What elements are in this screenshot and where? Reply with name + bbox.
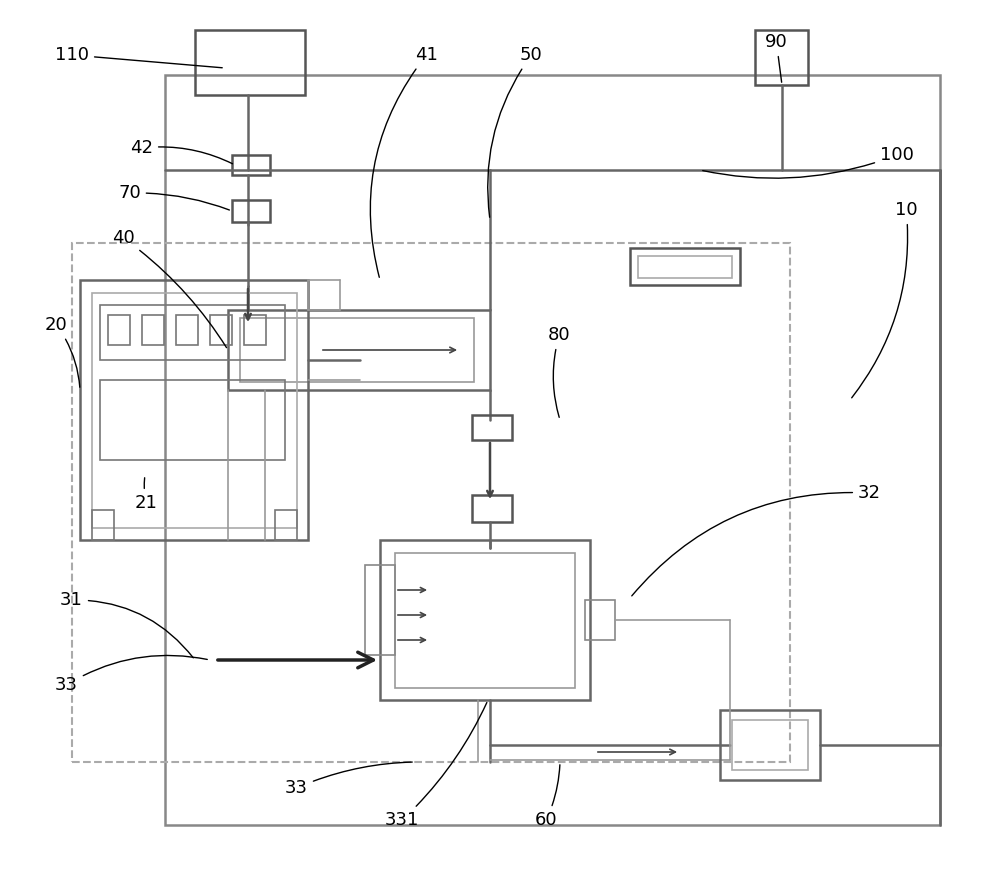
Text: 90: 90: [765, 33, 788, 82]
Bar: [176, 315, 198, 345]
Bar: [100, 380, 285, 460]
Text: 10: 10: [852, 201, 918, 398]
Text: 110: 110: [55, 46, 222, 68]
Text: 41: 41: [370, 46, 438, 277]
Bar: [80, 280, 308, 540]
Text: 32: 32: [632, 484, 881, 596]
Bar: [755, 30, 808, 85]
Text: 40: 40: [112, 229, 227, 348]
Text: 20: 20: [45, 316, 80, 387]
Bar: [92, 510, 114, 540]
Bar: [585, 600, 615, 640]
Text: 80: 80: [548, 326, 571, 417]
Bar: [108, 315, 130, 345]
Bar: [232, 155, 270, 175]
Bar: [240, 318, 474, 382]
Bar: [472, 415, 512, 440]
Bar: [244, 315, 266, 345]
Bar: [638, 256, 732, 278]
Bar: [365, 565, 395, 655]
Text: 31: 31: [60, 591, 193, 658]
Bar: [100, 305, 285, 360]
Text: 50: 50: [488, 46, 543, 217]
Bar: [720, 710, 820, 780]
Bar: [195, 30, 305, 95]
Bar: [472, 495, 512, 522]
Bar: [142, 315, 164, 345]
Bar: [630, 248, 740, 285]
Text: 60: 60: [535, 765, 560, 829]
Bar: [165, 75, 940, 825]
Bar: [380, 540, 590, 700]
Text: 33: 33: [55, 656, 207, 694]
Text: 70: 70: [118, 184, 229, 210]
Text: 21: 21: [135, 478, 158, 512]
Text: 100: 100: [703, 146, 914, 179]
Bar: [210, 315, 232, 345]
Bar: [275, 510, 297, 540]
Text: 331: 331: [385, 702, 487, 829]
Bar: [92, 293, 297, 528]
Bar: [232, 200, 270, 222]
Bar: [228, 310, 490, 390]
Text: 42: 42: [130, 139, 233, 164]
Bar: [72, 243, 790, 762]
Text: 33: 33: [285, 762, 412, 797]
Bar: [732, 720, 808, 770]
Bar: [395, 553, 575, 688]
